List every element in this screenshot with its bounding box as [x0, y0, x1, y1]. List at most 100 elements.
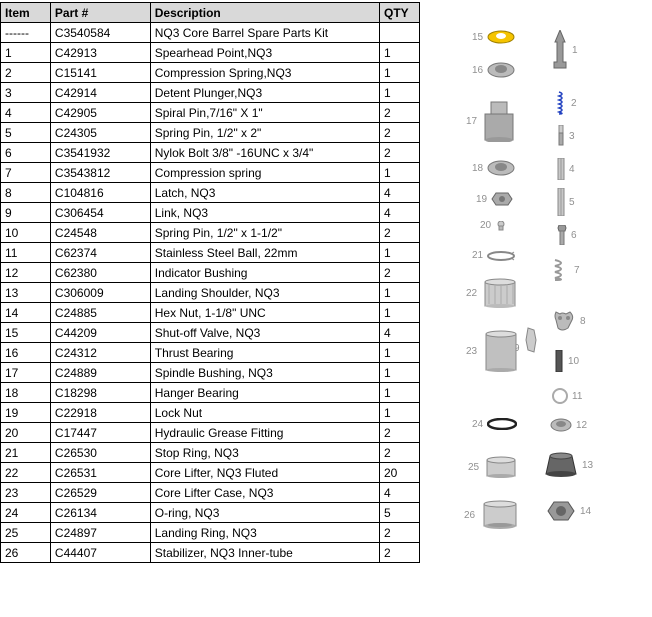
table-row: 23C26529Core Lifter Case, NQ34 [1, 483, 420, 503]
cell-part: C42914 [50, 83, 150, 103]
table-row: 6C3541932Nylok Bolt 3/8" -16UNC x 3/4"2 [1, 143, 420, 163]
diagram-part-21: 21 [472, 250, 515, 261]
cell-part: C18298 [50, 383, 150, 403]
cell-part: C44407 [50, 543, 150, 563]
cell-item: 15 [1, 323, 51, 343]
cell-item: 5 [1, 123, 51, 143]
diagram-shape [487, 251, 515, 261]
table-row: 4C42905Spiral Pin,7/16" X 1"2 [1, 103, 420, 123]
diagram-shape [546, 500, 576, 522]
cell-qty: 4 [380, 203, 420, 223]
diagram-shape [479, 500, 521, 530]
cell-desc: Indicator Bushing [150, 263, 379, 283]
table-row: 26C44407Stabilizer, NQ3 Inner-tube2 [1, 543, 420, 563]
diagram-shape [524, 326, 538, 354]
cell-qty: 4 [380, 483, 420, 503]
cell-item: 8 [1, 183, 51, 203]
cell-desc: Spring Pin, 1/2" x 2" [150, 123, 379, 143]
diagram-shape [557, 125, 565, 147]
cell-item: 6 [1, 143, 51, 163]
diagram-shape [491, 192, 513, 206]
diagram-label: 20 [480, 220, 491, 231]
diagram-label: 15 [472, 32, 483, 43]
cell-qty [380, 23, 420, 43]
diagram-shape [550, 418, 572, 432]
cell-desc: Shut-off Valve, NQ3 [150, 323, 379, 343]
diagram-part-11: 11 [552, 388, 582, 404]
table-row: 16C24312Thrust Bearing1 [1, 343, 420, 363]
cell-qty: 2 [380, 223, 420, 243]
cell-item: 10 [1, 223, 51, 243]
diagram-part-4: 4 [557, 158, 575, 180]
cell-desc: Spring Pin, 1/2" x 1-1/2" [150, 223, 379, 243]
cell-item: 11 [1, 243, 51, 263]
table-row: 2C15141Compression Spring,NQ31 [1, 63, 420, 83]
cell-item: 21 [1, 443, 51, 463]
diagram-shape [495, 221, 507, 231]
cell-part: C26531 [50, 463, 150, 483]
cell-qty: 1 [380, 43, 420, 63]
diagram-shape [487, 62, 515, 78]
cell-item: 9 [1, 203, 51, 223]
diagram-label: 8 [580, 316, 586, 327]
cell-part: C24305 [50, 123, 150, 143]
diagram-label: 7 [574, 265, 580, 276]
cell-part: C104816 [50, 183, 150, 203]
diagram-part-5: 5 [557, 188, 575, 216]
table-row: 1C42913Spearhead Point,NQ31 [1, 43, 420, 63]
diagram-part-25: 25 [468, 456, 519, 478]
diagram-shape [487, 160, 515, 176]
cell-item: 25 [1, 523, 51, 543]
cell-desc: Detent Plunger,NQ3 [150, 83, 379, 103]
diagram-part-19: 19 [476, 192, 513, 206]
parts-table-container: Item Part # Description QTY ------C35405… [0, 0, 422, 617]
cell-desc: Hex Nut, 1-1/8" UNC [150, 303, 379, 323]
cell-desc: Stop Ring, NQ3 [150, 443, 379, 463]
header-desc: Description [150, 3, 379, 23]
table-row: 11C62374Stainless Steel Ball, 22mm1 [1, 243, 420, 263]
cell-part: C42905 [50, 103, 150, 123]
diagram-label: 11 [572, 391, 582, 402]
diagram-part-20: 20 [480, 220, 507, 231]
table-row: 19C22918Lock Nut1 [1, 403, 420, 423]
cell-desc: Lock Nut [150, 403, 379, 423]
cell-item: 7 [1, 163, 51, 183]
diagram-label: 22 [466, 288, 477, 299]
diagram-part-18: 18 [472, 160, 515, 176]
diagram-part-12: 12 [550, 418, 587, 432]
table-row: 21C26530Stop Ring, NQ32 [1, 443, 420, 463]
cell-qty: 4 [380, 323, 420, 343]
header-qty: QTY [380, 3, 420, 23]
table-row: 25C24897Landing Ring, NQ32 [1, 523, 420, 543]
cell-part: C15141 [50, 63, 150, 83]
cell-part: C42913 [50, 43, 150, 63]
cell-item: 17 [1, 363, 51, 383]
cell-qty: 1 [380, 63, 420, 83]
diagram-shape [487, 30, 515, 44]
diagram-shape [481, 100, 517, 142]
diagram-shape [557, 225, 567, 245]
diagram-part-16: 16 [472, 62, 515, 78]
diagram-label: 14 [580, 506, 591, 517]
diagram-label: 6 [571, 230, 577, 241]
cell-part: C3543812 [50, 163, 150, 183]
table-row: 12C62380Indicator Bushing2 [1, 263, 420, 283]
cell-part: C3541932 [50, 143, 150, 163]
table-row: 13C306009Landing Shoulder, NQ31 [1, 283, 420, 303]
diagram-label: 21 [472, 250, 483, 261]
parts-table: Item Part # Description QTY ------C35405… [0, 2, 420, 563]
diagram-part-23: 23 [466, 330, 521, 372]
table-row: 7C3543812Compression spring1 [1, 163, 420, 183]
cell-qty: 2 [380, 423, 420, 443]
cell-qty: 2 [380, 543, 420, 563]
diagram-shape [552, 310, 576, 332]
cell-desc: Compression spring [150, 163, 379, 183]
table-header-row: Item Part # Description QTY [1, 3, 420, 23]
diagram-label: 13 [582, 460, 593, 471]
cell-part: C22918 [50, 403, 150, 423]
diagram-part-26: 26 [464, 500, 521, 530]
cell-part: C3540584 [50, 23, 150, 43]
diagram-part-22: 22 [466, 278, 519, 308]
cell-part: C306454 [50, 203, 150, 223]
table-row: 14C24885Hex Nut, 1-1/8" UNC1 [1, 303, 420, 323]
